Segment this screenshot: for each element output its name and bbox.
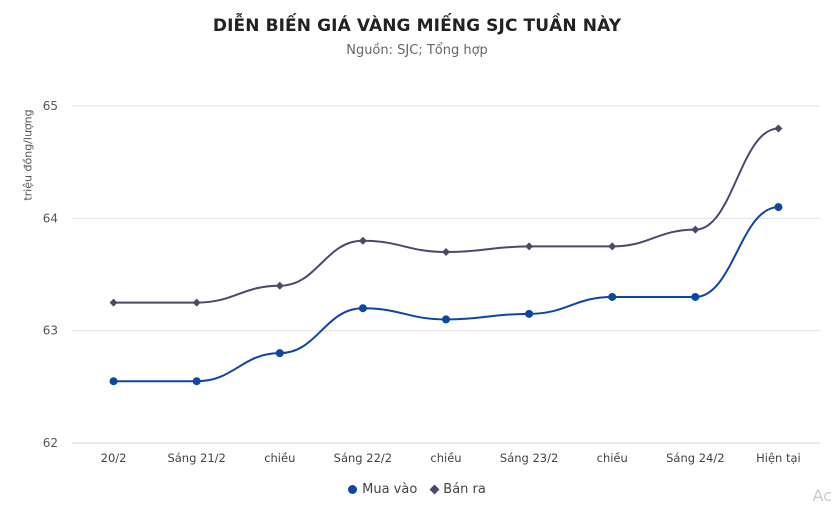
x-tick-label: Hiện tại (756, 451, 801, 465)
series-line (113, 206, 779, 383)
data-point[interactable] (608, 292, 617, 301)
data-point[interactable] (109, 377, 118, 386)
data-point[interactable] (109, 298, 118, 307)
x-tick-label: Sáng 23/2 (500, 451, 558, 465)
y-tick-label: 63 (43, 324, 58, 338)
y-tick-label: 65 (43, 99, 58, 113)
chart-subtitle: Nguồn: SJC; Tổng hợp (346, 43, 488, 58)
data-point[interactable] (691, 225, 700, 234)
data-point[interactable] (192, 377, 201, 386)
data-point[interactable] (442, 315, 450, 324)
x-tick-label: chiều (430, 451, 461, 465)
x-tick-label: chiều (264, 451, 295, 465)
data-point[interactable] (358, 236, 367, 245)
chart-title: DIỄN BIẾN GIÁ VÀNG MIẾNG SJC TUẦN NÀY (212, 16, 622, 36)
data-point[interactable] (192, 298, 201, 307)
data-point[interactable] (358, 304, 367, 313)
y-tick-label: 62 (43, 436, 58, 450)
x-tick-label: 20/2 (101, 451, 127, 465)
data-point[interactable] (774, 124, 783, 133)
legend-item-mua-vao[interactable]: Mua vào (348, 482, 417, 497)
x-tick-label: Sáng 24/2 (666, 451, 724, 465)
data-point[interactable] (275, 281, 284, 290)
x-tick-label: Sáng 22/2 (334, 451, 392, 465)
y-tick-label: 64 (43, 211, 58, 225)
data-point[interactable] (275, 349, 284, 358)
legend-label: Bán ra (443, 482, 486, 497)
diamond-marker-icon (429, 484, 440, 495)
data-point[interactable] (525, 309, 534, 318)
data-point[interactable] (774, 203, 783, 212)
series-line (113, 127, 779, 304)
legend-item-ban-ra[interactable]: Bán ra (429, 482, 486, 497)
data-point[interactable] (691, 292, 700, 301)
x-tick-label: chiều (597, 451, 628, 465)
y-axis-ticks: 62 63 64 65 (43, 99, 58, 450)
data-point[interactable] (525, 242, 534, 251)
circle-marker-icon (348, 485, 358, 494)
watermark: Ac (812, 486, 832, 505)
series-lines (109, 124, 783, 386)
gridlines (72, 105, 820, 444)
legend: Mua vào Bán ra (0, 482, 834, 497)
legend-label: Mua vào (362, 482, 418, 497)
data-point[interactable] (608, 242, 617, 251)
data-point[interactable] (442, 248, 450, 257)
x-axis-ticks: 20/2 Sáng 21/2 chiều Sáng 22/2 chiều Sáng 23/… (101, 451, 801, 465)
x-tick-label: Sáng 21/2 (167, 451, 225, 465)
